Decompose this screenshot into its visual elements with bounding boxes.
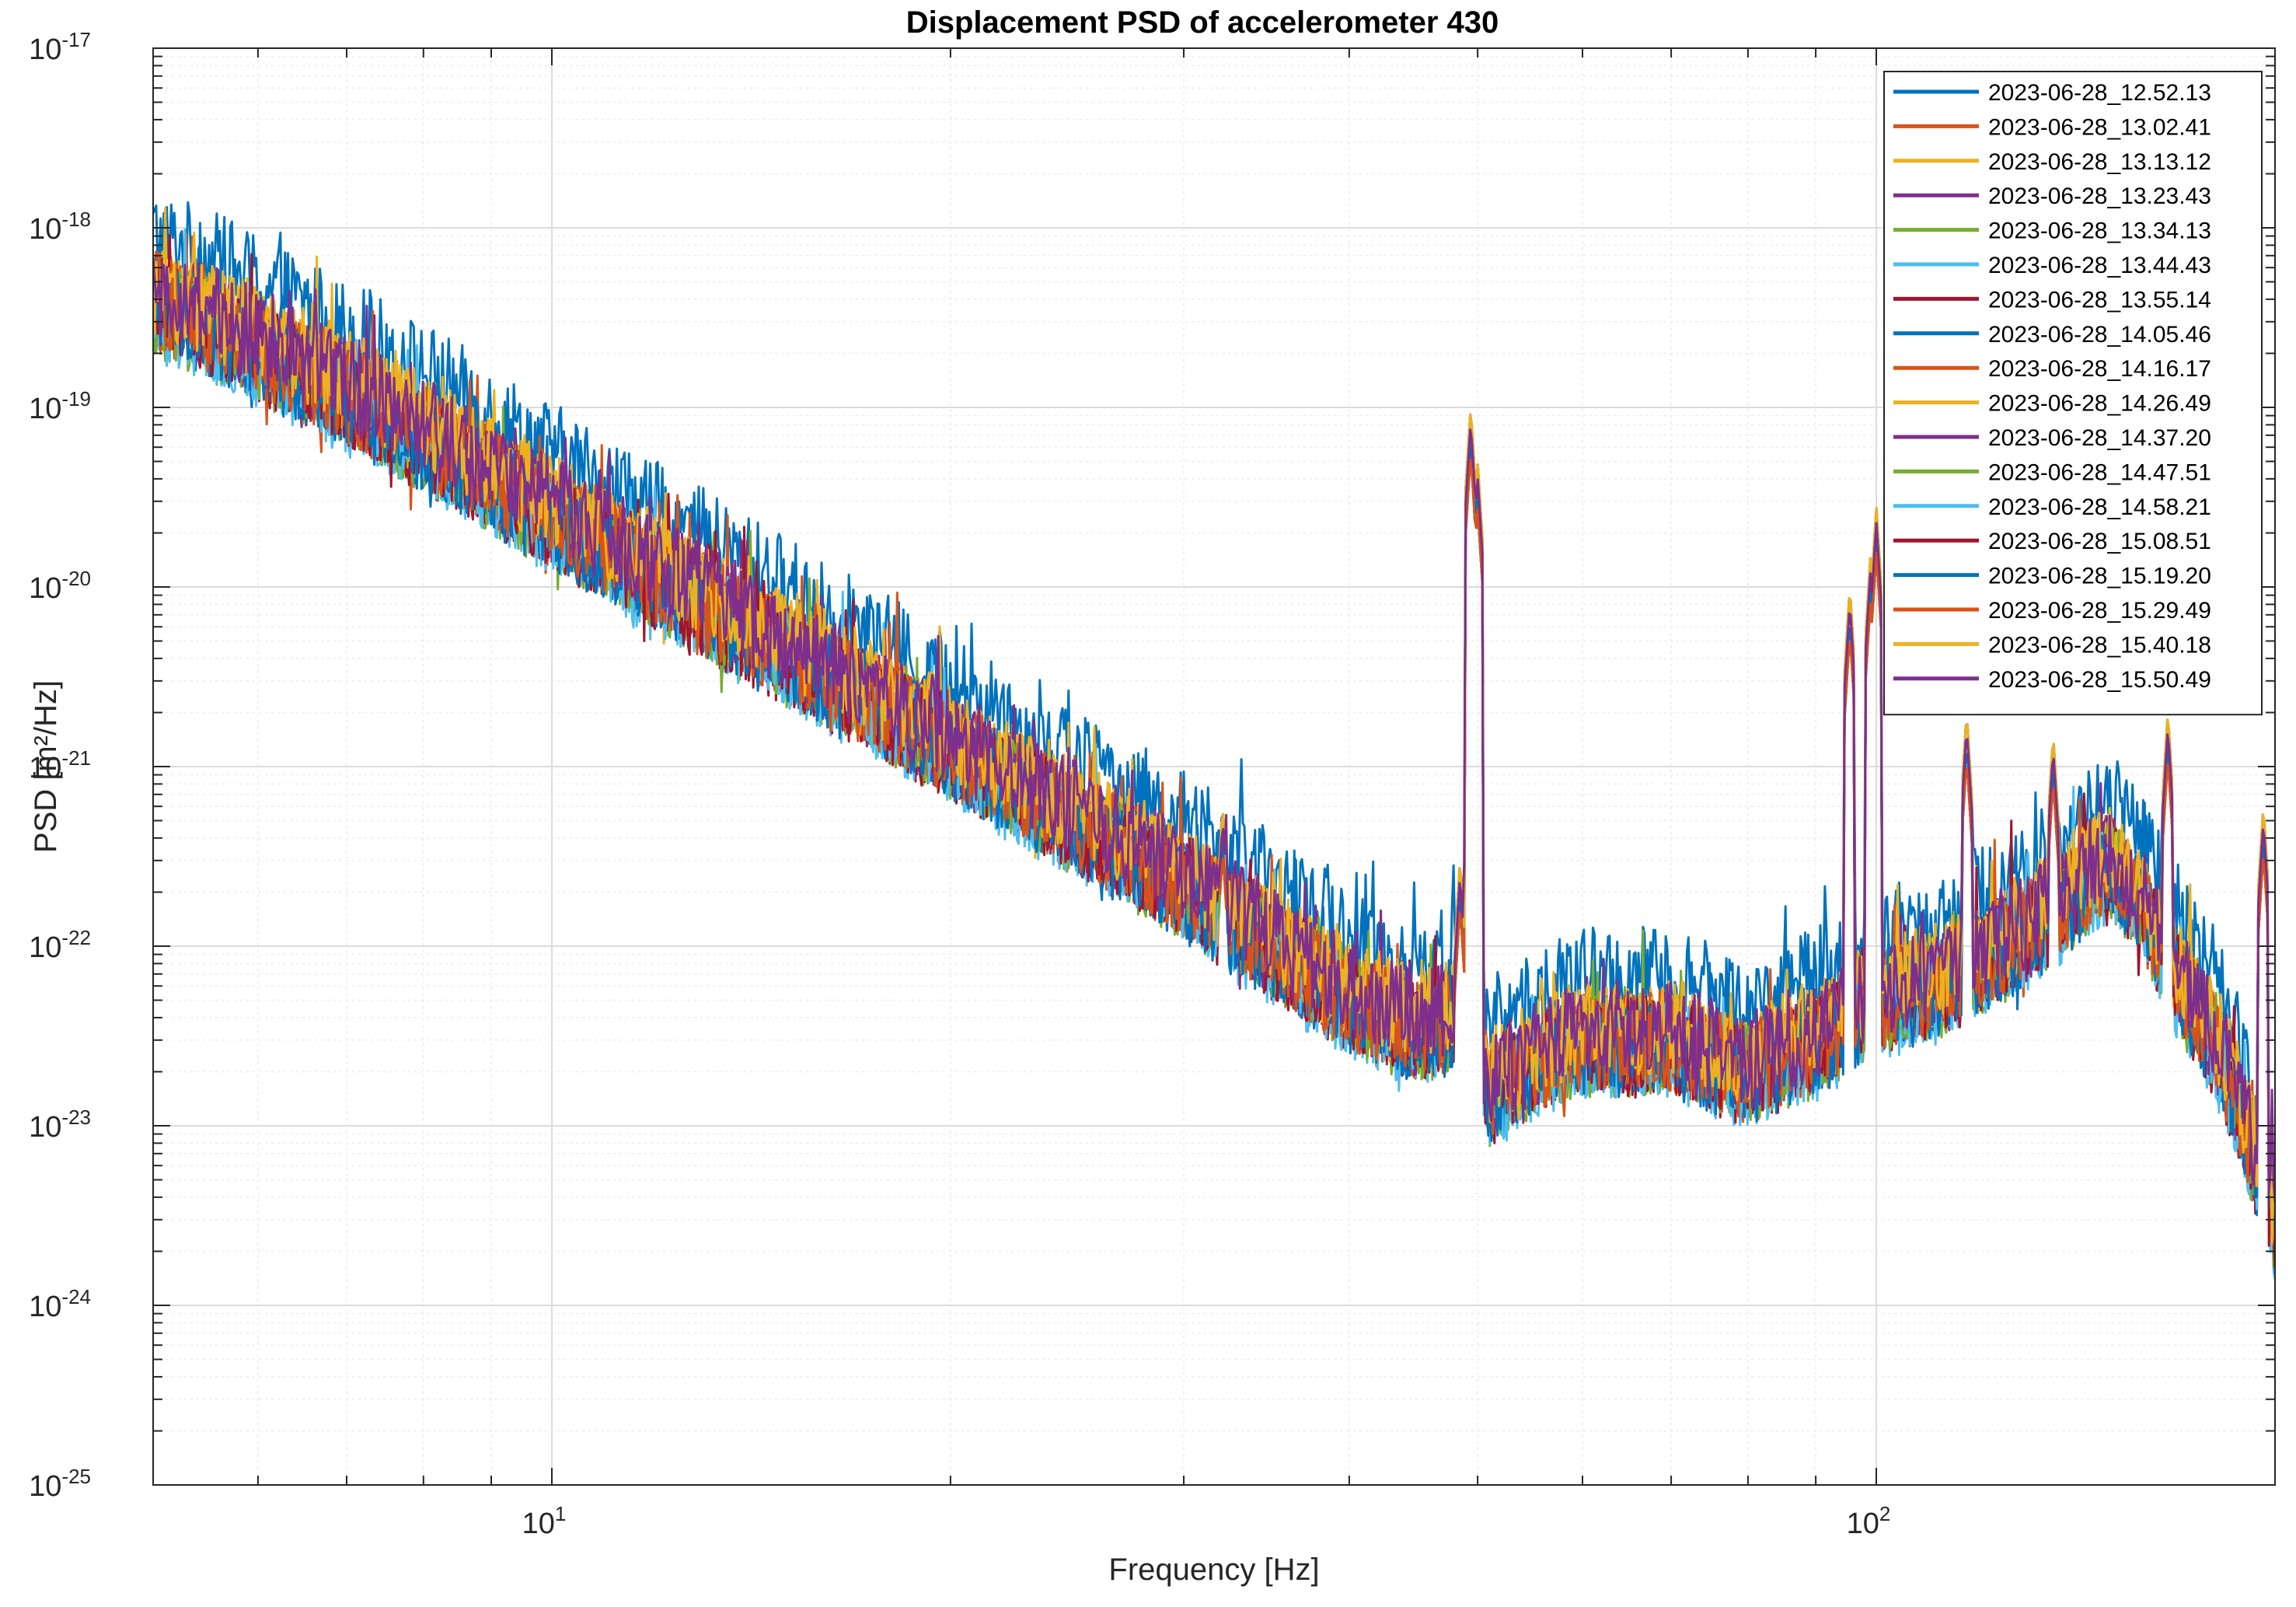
legend-label: 2023-06-28_15.19.20: [1988, 564, 2211, 589]
series-layer: [153, 201, 2275, 1280]
legend-label: 2023-06-28_15.40.18: [1988, 632, 2211, 658]
y-axis-label: PSD [m²/Hz]: [29, 680, 63, 853]
y-tick-label: 10-24: [29, 1285, 91, 1323]
legend-item[interactable]: 2023-06-28_13.02.41: [1893, 114, 2211, 140]
series-line-2023-06-28_15.29.49: [153, 250, 2275, 1242]
legend-label: 2023-06-28_13.02.41: [1988, 114, 2211, 140]
y-tick-label: 10-19: [29, 387, 91, 425]
legend-label: 2023-06-28_15.08.51: [1988, 529, 2211, 554]
legend-item[interactable]: 2023-06-28_12.52.13: [1893, 80, 2211, 106]
x-axis-ticks: 101 102: [152, 48, 2276, 1540]
y-tick-label: 10-22: [29, 926, 91, 964]
legend[interactable]: 2023-06-28_12.52.13 2023-06-28_13.02.41 20…: [1883, 71, 2263, 716]
legend-item[interactable]: 2023-06-28_13.55.14: [1893, 287, 2211, 313]
x-axis-label: Frequency [Hz]: [1108, 1553, 1319, 1587]
legend-label: 2023-06-28_14.26.49: [1988, 391, 2211, 417]
legend-item[interactable]: 2023-06-28_14.47.51: [1893, 459, 2211, 485]
legend-label: 2023-06-28_15.29.49: [1988, 598, 2211, 624]
legend-item[interactable]: 2023-06-28_14.16.17: [1893, 356, 2211, 382]
legend-label: 2023-06-28_14.16.17: [1988, 356, 2211, 382]
legend-label: 2023-06-28_14.37.20: [1988, 425, 2211, 451]
legend-label: 2023-06-28_13.55.14: [1988, 287, 2211, 313]
y-tick-label: 10-17: [29, 28, 91, 66]
legend-label: 2023-06-28_13.13.12: [1988, 149, 2211, 175]
legend-box: [1883, 71, 2263, 716]
legend-item[interactable]: 2023-06-28_14.58.21: [1893, 494, 2211, 520]
legend-label: 2023-06-28_13.23.43: [1988, 183, 2211, 209]
y-tick-label: 10-21: [29, 746, 91, 784]
legend-item[interactable]: 2023-06-28_13.34.13: [1893, 218, 2211, 244]
legend-item[interactable]: 2023-06-28_13.23.43: [1893, 183, 2211, 209]
legend-item[interactable]: 2023-06-28_14.05.46: [1893, 322, 2211, 348]
legend-label: 2023-06-28_15.50.49: [1988, 667, 2211, 693]
legend-item[interactable]: 2023-06-28_15.50.49: [1893, 667, 2211, 693]
legend-label: 2023-06-28_13.34.13: [1988, 218, 2211, 244]
y-tick-label: 10-20: [29, 567, 91, 605]
legend-label: 2023-06-28_13.44.43: [1988, 253, 2211, 278]
y-tick-label: 10-25: [29, 1465, 91, 1503]
legend-item[interactable]: 2023-06-28_14.26.49: [1893, 391, 2211, 417]
legend-item[interactable]: 2023-06-28_15.40.18: [1893, 632, 2211, 658]
legend-item[interactable]: 2023-06-28_13.13.12: [1893, 149, 2211, 175]
legend-item[interactable]: 2023-06-28_15.08.51: [1893, 529, 2211, 554]
legend-label: 2023-06-28_14.47.51: [1988, 459, 2211, 485]
x-tick-label: 101: [522, 1502, 567, 1540]
legend-label: 2023-06-28_12.52.13: [1988, 80, 2211, 106]
legend-label: 2023-06-28_14.05.46: [1988, 322, 2211, 348]
legend-item[interactable]: 2023-06-28_15.19.20: [1893, 564, 2211, 589]
legend-item[interactable]: 2023-06-28_15.29.49: [1893, 598, 2211, 624]
x-tick-label: 102: [1847, 1502, 1891, 1540]
legend-item[interactable]: 2023-06-28_13.44.43: [1893, 253, 2211, 278]
y-tick-label: 10-23: [29, 1106, 91, 1144]
series-line-2023-06-28_15.50.49: [153, 257, 2275, 1203]
chart-title: Displacement PSD of accelerometer 430: [906, 5, 1499, 40]
y-tick-label: 10-18: [29, 208, 91, 246]
legend-item[interactable]: 2023-06-28_14.37.20: [1893, 425, 2211, 451]
y-axis-ticks: 10-17 10-18 10-19 10-20 10-21 10-22 10-23 10-24…: [29, 28, 2275, 1503]
legend-label: 2023-06-28_14.58.21: [1988, 494, 2211, 520]
